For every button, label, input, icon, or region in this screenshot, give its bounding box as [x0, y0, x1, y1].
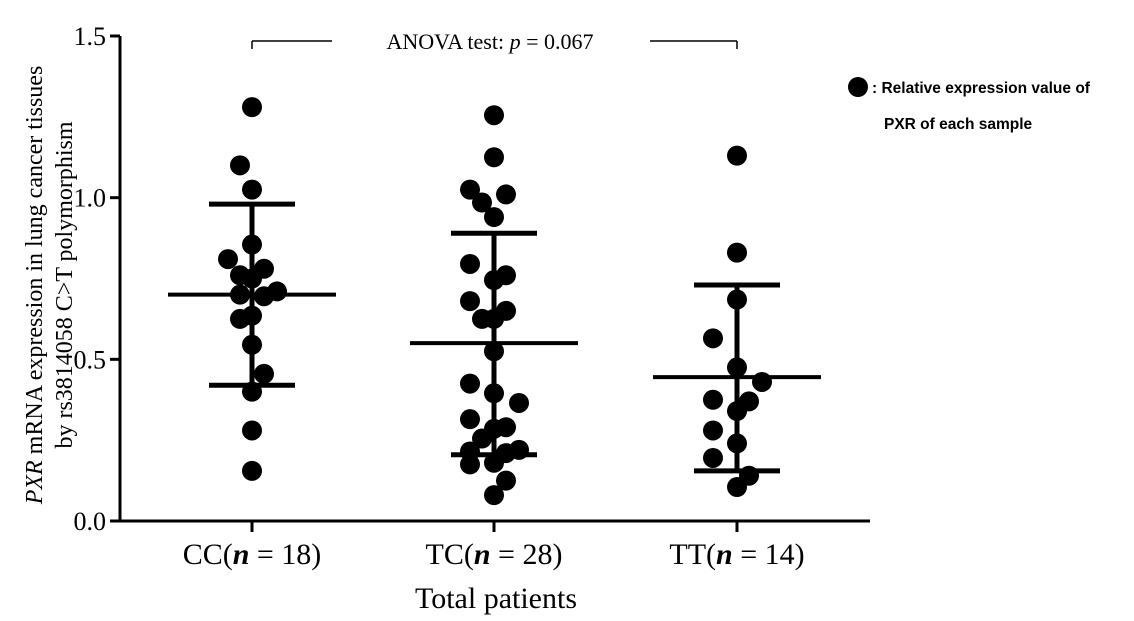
data-point	[727, 477, 747, 498]
y-tick-label: 0.5	[74, 345, 107, 374]
x-tick-label: CC(n = 18)	[183, 538, 322, 571]
data-point	[254, 363, 274, 384]
group-0: CC(n = 18)	[168, 97, 336, 571]
data-point	[218, 249, 238, 270]
data-point	[496, 265, 516, 286]
data-point	[484, 207, 504, 228]
y-tick-label: 1.0	[74, 184, 107, 213]
data-point	[460, 454, 480, 475]
y-tick-label: 1.5	[74, 22, 107, 51]
data-point	[230, 155, 250, 176]
data-point	[472, 192, 492, 213]
data-point	[703, 389, 723, 410]
data-point	[460, 373, 480, 394]
group-1: TC(n = 28)	[410, 105, 578, 571]
data-point	[484, 452, 504, 473]
legend: : Relative expression value of PXR of eac…	[848, 77, 1091, 133]
y-axis-label: PXR mRNA expression in lung cancer tissu…	[22, 66, 48, 506]
data-point	[267, 281, 287, 302]
anova-label: ANOVA test: p = 0.067	[387, 29, 594, 54]
data-point	[752, 371, 772, 392]
data-point	[242, 97, 262, 118]
data-point	[460, 291, 480, 312]
x-tick-label: TT(n = 14)	[669, 538, 804, 571]
legend-label-line2: PXR of each sample	[884, 116, 1033, 133]
data-point	[484, 147, 504, 168]
data-point	[460, 409, 480, 430]
data-point	[727, 242, 747, 263]
y-tick-label: 0.0	[74, 507, 107, 536]
legend-label-line1: : Relative expression value of	[872, 80, 1091, 97]
data-point	[242, 179, 262, 200]
data-point	[496, 184, 516, 205]
data-point	[703, 420, 723, 441]
legend-marker	[848, 77, 868, 97]
data-point	[460, 179, 480, 200]
data-point	[472, 428, 492, 449]
data-point	[242, 460, 262, 481]
data-point	[484, 485, 504, 506]
anova-annotation: ANOVA test: p = 0.067	[251, 29, 738, 54]
y-axis-label-line2: by rs3814058 C>T polymorphism	[52, 121, 78, 448]
data-point	[703, 328, 723, 349]
x-axis-label: Total patients	[415, 582, 577, 615]
data-point	[496, 300, 516, 321]
data-point	[254, 258, 274, 279]
data-point	[703, 447, 723, 468]
data-point	[460, 253, 480, 274]
data-point	[242, 420, 262, 441]
data-point	[509, 392, 529, 413]
data-point	[727, 145, 747, 166]
x-tick-label: TC(n = 28)	[426, 538, 563, 571]
data-point	[739, 391, 759, 412]
group-2: TT(n = 14)	[653, 145, 821, 571]
data-point	[484, 105, 504, 126]
data-point	[496, 470, 516, 491]
